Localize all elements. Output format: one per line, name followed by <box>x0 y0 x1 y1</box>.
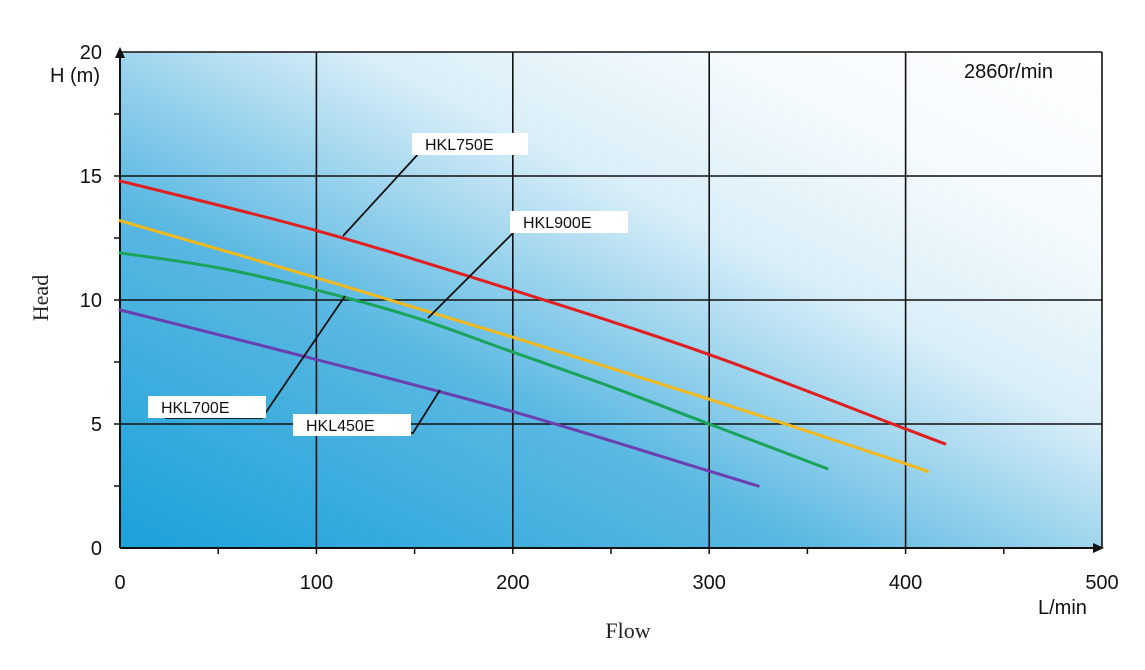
x-tick-label: 100 <box>300 572 333 594</box>
series-group <box>118 179 947 488</box>
label-box <box>148 396 266 418</box>
y-unit-label: H (m) <box>50 65 100 87</box>
series-label: HKL750E <box>425 137 494 154</box>
y-tick-label: 10 <box>80 290 102 312</box>
label-box <box>293 414 411 436</box>
series-line-hkl750e <box>118 179 947 446</box>
y-axis-arrow <box>115 47 125 58</box>
series-label: HKL900E <box>523 215 592 232</box>
speed-annotation: 2860r/min <box>964 61 1053 83</box>
callout-hkl450e: HKL450E <box>293 389 441 436</box>
callout-hkl750e: HKL750E <box>342 133 528 237</box>
y-tick-label: 15 <box>80 166 102 188</box>
x-tick-label: 0 <box>114 572 125 594</box>
x-tick-label: 300 <box>693 572 726 594</box>
callout-hkl900e: HKL900E <box>427 211 628 319</box>
series-label: HKL450E <box>306 418 375 435</box>
x-axis-title: Flow <box>605 618 650 643</box>
series-line-hkl900e <box>118 219 930 473</box>
x-unit-label: L/min <box>1038 597 1087 619</box>
leader-line <box>427 229 517 319</box>
y-axis-title: Head <box>28 275 53 321</box>
callout-hkl700e: HKL700E <box>148 295 346 419</box>
y-tick-label: 0 <box>91 538 102 560</box>
x-axis-arrow <box>1093 543 1104 553</box>
x-tick-label: 500 <box>1085 572 1118 594</box>
grid <box>120 51 1103 548</box>
y-tick-label: 20 <box>80 42 102 64</box>
series-labels: HKL750E HKL900E HKL700E HKL450E <box>148 133 628 436</box>
leader-line <box>342 151 421 237</box>
series-line-hkl700e <box>118 251 829 471</box>
x-tick-label: 200 <box>496 572 529 594</box>
label-box <box>510 211 628 233</box>
tick-labels: 0 100 200 300 400 500 0 5 10 15 20 <box>80 42 1119 594</box>
series-line-hkl450e <box>118 308 760 488</box>
x-tick-label: 400 <box>889 572 922 594</box>
y-tick-label: 5 <box>91 414 102 436</box>
series-label: HKL700E <box>161 400 230 417</box>
label-box <box>412 133 528 155</box>
